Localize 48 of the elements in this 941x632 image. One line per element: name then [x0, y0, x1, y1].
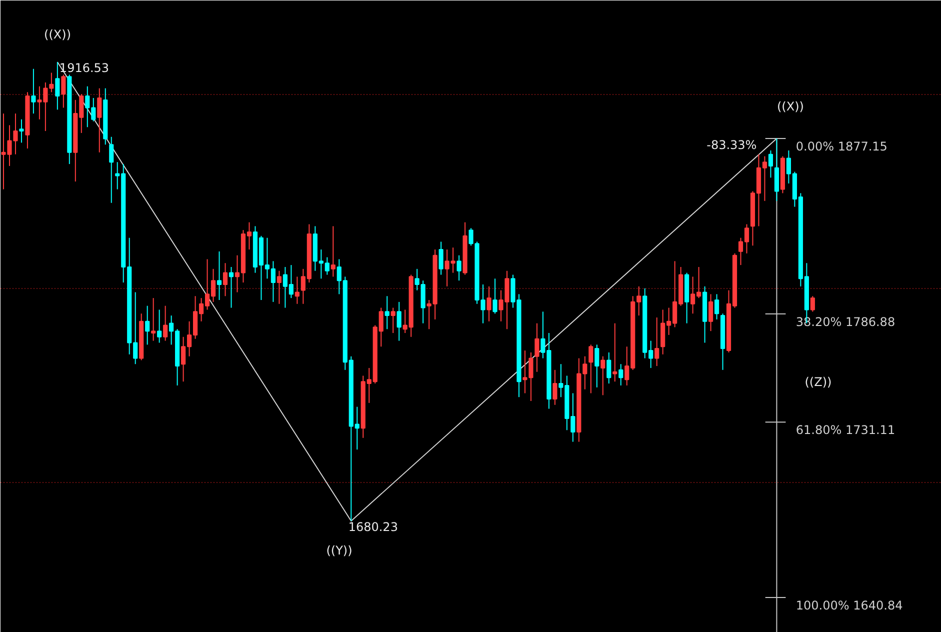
candlestick: [810, 296, 815, 312]
candlestick: [145, 305, 150, 346]
candlestick: [157, 309, 162, 344]
candlestick: [714, 294, 720, 320]
candlestick: [708, 294, 714, 332]
candlestick: [594, 344, 600, 388]
candlestick: [618, 364, 624, 386]
candlestick: [534, 322, 540, 372]
ref-line-label: 100.00% 1640.84: [796, 598, 903, 612]
annotation: -83.33%: [706, 138, 757, 152]
candlestick: [612, 322, 618, 382]
candlestick: [552, 369, 558, 406]
candlestick: [438, 241, 444, 276]
annotation: 1916.53: [59, 60, 110, 75]
annotation: 1680.23: [348, 520, 398, 534]
candlestick: [600, 356, 606, 396]
candlestick: [294, 276, 300, 304]
annotation: ((Y)): [326, 543, 352, 558]
candlestick: [276, 270, 282, 304]
ref-line-label: 38.20% 1786.88: [796, 314, 896, 329]
annotation: ((X)): [776, 100, 804, 114]
candlestick: [492, 278, 498, 314]
ref-line-label: 61.80% 1731.11: [796, 423, 896, 438]
candlestick: [588, 344, 594, 394]
ref-line-label: 0.00% 1877.15: [796, 139, 888, 154]
candlestick: [654, 316, 660, 367]
candlestick: [61, 74, 66, 108]
candlestick: [390, 307, 396, 334]
candlestick: [228, 266, 234, 308]
candlestick: [396, 301, 402, 342]
candlestick: [31, 68, 36, 114]
candlestick: [163, 305, 168, 342]
candlestick: [109, 136, 114, 204]
candlestick: [151, 298, 156, 342]
annotation: ((X)): [44, 28, 72, 42]
candlestick: [216, 250, 222, 300]
candlestick: [222, 262, 228, 297]
candlestick: [486, 286, 492, 322]
candlestick: [384, 296, 390, 330]
candlestick: [774, 138, 779, 202]
candlestick: [55, 62, 60, 110]
candlestick: [456, 254, 462, 282]
candlestick: [768, 150, 774, 178]
candlestick: [606, 352, 612, 384]
candlestick: [19, 118, 24, 144]
annotation: ((Z)): [804, 375, 832, 390]
candlestick: [97, 88, 102, 153]
candlestick: [330, 226, 336, 278]
